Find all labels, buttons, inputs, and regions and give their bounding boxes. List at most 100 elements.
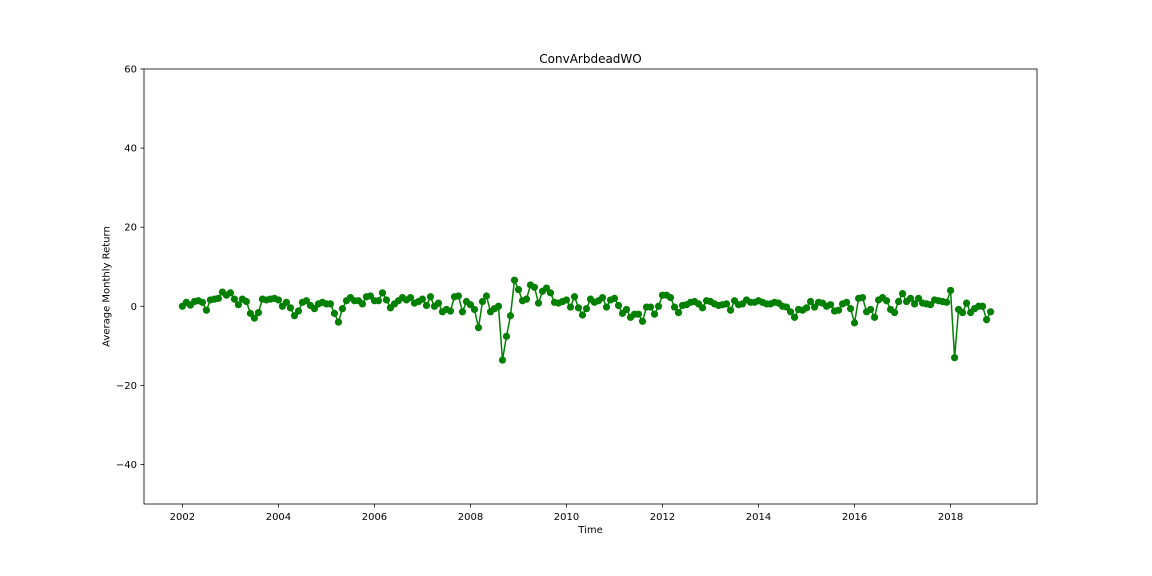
data-point <box>574 304 583 312</box>
data-point <box>366 292 375 300</box>
data-point <box>422 301 431 310</box>
data-point <box>982 316 991 324</box>
chart-title: ConvArbdeadWO <box>539 52 641 66</box>
data-point <box>510 276 519 284</box>
data-point <box>858 293 867 302</box>
data-point <box>850 319 859 327</box>
y-tick-label: 40 <box>124 144 137 155</box>
data-point <box>274 296 283 304</box>
data-point <box>598 293 607 302</box>
data-point <box>418 295 427 303</box>
data-point <box>302 297 311 305</box>
x-axis-label: Time <box>577 525 602 536</box>
data-point <box>914 294 923 302</box>
x-tick-label: 2014 <box>746 512 771 523</box>
x-tick-label: 2008 <box>458 512 483 523</box>
x-axis-ticks: 2002 2004 2006 2008 2010 2012 2014 2016 2018 <box>170 504 963 523</box>
x-tick-label: 2016 <box>842 512 867 523</box>
data-point <box>786 308 795 316</box>
data-point <box>446 307 455 315</box>
data-point <box>522 295 531 303</box>
data-point <box>962 299 971 307</box>
data-point <box>950 354 959 362</box>
data-point <box>358 300 367 308</box>
data-point <box>434 299 443 307</box>
data-point <box>242 297 251 306</box>
data-point <box>726 306 735 314</box>
data-point <box>790 313 799 321</box>
data-point <box>382 296 391 304</box>
data-point <box>478 297 487 306</box>
data-point <box>482 292 491 300</box>
data-point <box>698 304 707 312</box>
data-point <box>202 306 211 314</box>
data-point <box>506 312 515 320</box>
data-point <box>670 303 679 311</box>
data-point <box>470 305 479 314</box>
data-point <box>890 309 899 317</box>
data-point <box>230 295 239 303</box>
data-point <box>254 309 263 317</box>
data-point <box>326 300 335 308</box>
data-point <box>330 309 339 317</box>
x-tick-label: 2012 <box>650 512 675 523</box>
plot-frame <box>143 68 1038 505</box>
data-point <box>406 293 415 302</box>
data-point <box>502 332 511 340</box>
data-point <box>426 293 435 301</box>
data-point <box>846 305 855 313</box>
data-point <box>286 304 295 312</box>
data-point <box>942 298 951 306</box>
data-point <box>866 305 875 314</box>
data-point <box>722 300 731 308</box>
data-point <box>534 299 543 307</box>
x-tick-label: 2004 <box>266 512 291 523</box>
y-axis-ticks: −40 −20 0 20 40 60 <box>116 65 144 471</box>
data-point <box>602 303 611 311</box>
data-point <box>454 292 463 300</box>
data-point <box>374 297 383 305</box>
data-point <box>826 301 835 309</box>
data-point <box>910 300 919 308</box>
data-point <box>466 301 475 309</box>
x-tick-label: 2010 <box>554 512 579 523</box>
data-point <box>806 297 815 306</box>
data-point <box>622 305 631 314</box>
data-point <box>310 305 319 313</box>
data-point <box>334 318 343 326</box>
data-point <box>946 286 955 295</box>
data-point <box>458 308 467 316</box>
data-point <box>654 302 663 310</box>
data-point <box>614 301 623 310</box>
data-point <box>514 286 523 294</box>
y-tick-label: 0 <box>131 302 137 313</box>
data-point <box>250 314 259 322</box>
data-point <box>542 284 551 292</box>
data-point <box>638 317 647 325</box>
data-point <box>530 283 539 291</box>
data-point <box>926 301 935 309</box>
data-point <box>566 303 575 311</box>
data-point <box>898 290 907 298</box>
data-point <box>290 312 299 320</box>
data-point <box>666 293 675 302</box>
data-point <box>498 356 507 364</box>
data-point <box>338 305 347 313</box>
data-point <box>870 313 879 321</box>
data-point <box>674 309 683 317</box>
data-point <box>650 310 659 318</box>
data-point <box>214 294 223 302</box>
data-point <box>570 293 579 301</box>
data-point <box>282 298 291 306</box>
data-point <box>810 303 819 311</box>
data-point <box>782 303 791 311</box>
data-point <box>582 305 591 313</box>
data-point <box>294 307 303 315</box>
data-point <box>494 302 503 310</box>
data-point <box>842 298 851 306</box>
data-point <box>546 289 555 297</box>
data-point <box>634 310 643 318</box>
data-point <box>646 303 655 311</box>
